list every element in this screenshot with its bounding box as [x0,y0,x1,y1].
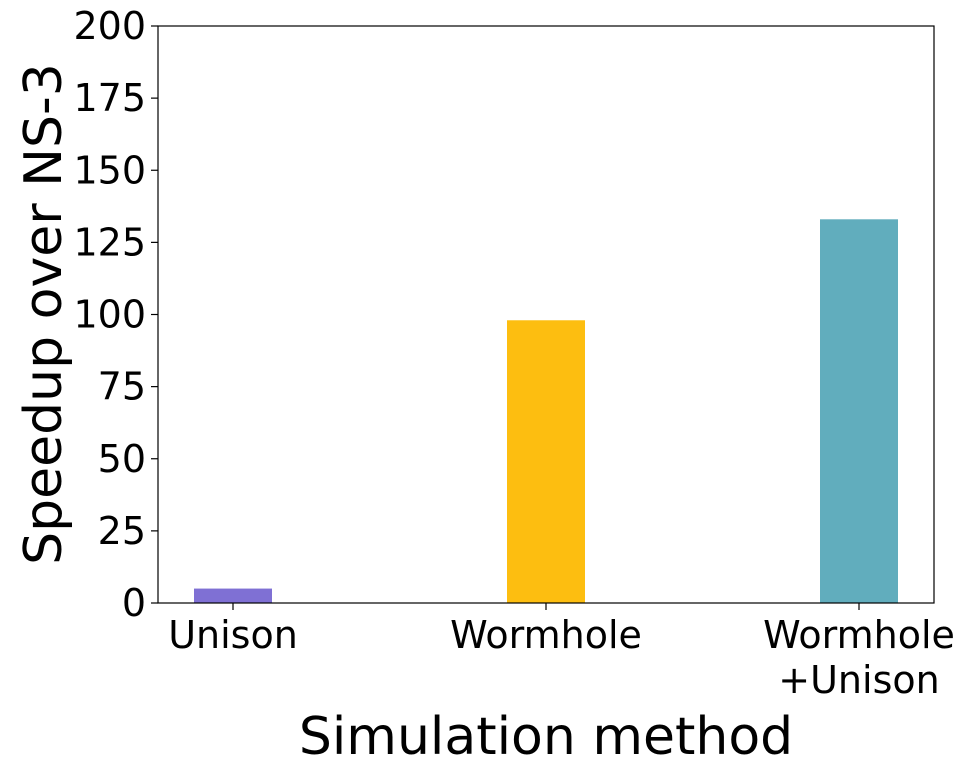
bar-0 [194,588,272,603]
bar-2 [820,219,898,604]
y-axis-ticks: 0 25 50 75 100 125 150 175 200 [73,4,158,625]
y-tick-label-1: 25 [98,509,146,553]
bars-group [194,219,898,604]
plot-area-frame [157,25,935,604]
x-tick-label-line: Wormhole [450,613,642,657]
x-tick-label-0: Unison [168,613,298,657]
y-tick-label-4: 100 [73,293,146,337]
y-tick-label-6: 150 [73,148,146,192]
y-tick-label-3: 75 [98,365,146,409]
y-tick-label-5: 125 [73,220,146,264]
x-axis-title: Simulation method [299,707,793,767]
bar-1 [507,320,585,603]
x-tick-label-line: Wormhole [763,613,955,657]
y-axis-title: Speedup over NS-3 [14,63,74,565]
y-tick-label-8: 200 [73,4,146,48]
y-tick-label-2: 50 [98,437,146,481]
x-tick-label-2: Wormhole +Unison [763,613,955,702]
x-axis-ticks: Unison Wormhole Wormhole +Unison [168,603,955,702]
x-tick-label-line: Unison [168,613,298,657]
y-tick-label-7: 175 [73,76,146,120]
x-tick-label-line: +Unison [778,658,939,702]
x-tick-label-1: Wormhole [450,613,642,657]
y-tick-label-0: 0 [122,581,146,625]
